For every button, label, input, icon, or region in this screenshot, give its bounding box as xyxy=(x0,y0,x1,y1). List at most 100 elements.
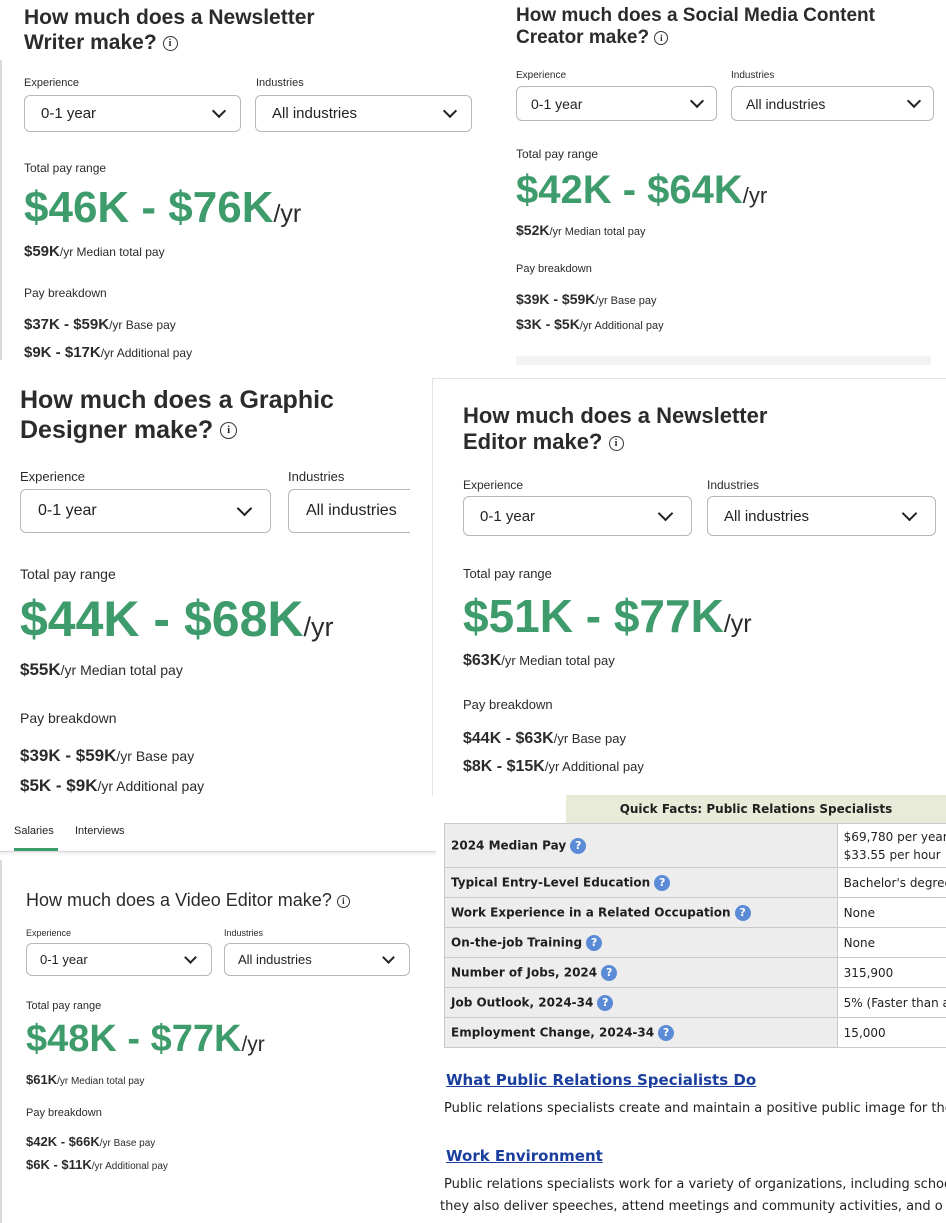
base-pay: $39K - $59K/yr Base pay xyxy=(20,746,195,765)
info-icon[interactable]: i xyxy=(220,422,238,440)
additional-pay: $9K - $17K/yr Additional pay xyxy=(24,344,193,361)
table-row: Work Experience in a Related Occupation?… xyxy=(444,897,946,928)
info-icon[interactable]: i xyxy=(336,894,350,908)
pay-range: $44K - $68K/yr xyxy=(20,591,334,647)
pay-breakdown-label: Pay breakdown xyxy=(24,286,107,300)
experience-label: Experience xyxy=(24,77,80,89)
industries-label: Industries xyxy=(707,478,760,492)
help-icon[interactable]: ? xyxy=(601,964,618,981)
table-row: Typical Entry-Level Education? Bachelor'… xyxy=(444,867,946,898)
work-environment-link[interactable]: Work Environment xyxy=(446,1147,603,1165)
tab-salaries[interactable]: Salaries xyxy=(14,825,58,851)
divider xyxy=(516,356,931,365)
social-media-panel: How much does a Social Media Content Cre… xyxy=(496,0,946,372)
total-pay-label: Total pay range xyxy=(516,147,599,161)
panel-title: How much does a Video Editor make? i xyxy=(26,890,350,911)
tab-underline xyxy=(14,848,58,851)
industries-label: Industries xyxy=(731,70,775,81)
pay-breakdown-label: Pay breakdown xyxy=(20,710,117,726)
experience-label: Experience xyxy=(463,478,524,492)
help-icon[interactable]: ? xyxy=(570,837,587,854)
base-pay: $42K - $66K/yr Base pay xyxy=(26,1134,156,1149)
median-pay: $59K/yr Median total pay xyxy=(24,243,165,260)
help-icon[interactable]: ? xyxy=(654,874,671,891)
chevron-down-icon xyxy=(382,951,395,964)
help-icon[interactable]: ? xyxy=(734,904,751,921)
industries-dropdown[interactable]: All industries xyxy=(707,496,936,536)
chevron-down-icon xyxy=(442,103,458,119)
median-pay: $55K/yr Median total pay xyxy=(20,660,183,679)
table-row: 2024 Median Pay? $69,780 per year $33.55 … xyxy=(444,823,946,868)
help-icon[interactable]: ? xyxy=(586,934,603,951)
chevron-down-icon xyxy=(901,505,918,522)
experience-dropdown[interactable]: 0-1 year xyxy=(26,943,212,976)
experience-label: Experience xyxy=(26,928,72,938)
experience-dropdown[interactable]: 0-1 year xyxy=(24,95,241,132)
panel-title: How much does a Newsletter Writer make? … xyxy=(24,6,315,54)
pay-range: $48K - $77K/yr xyxy=(26,1018,265,1060)
median-pay: $63K/yr Median total pay xyxy=(463,652,615,669)
base-pay: $44K - $63K/yr Base pay xyxy=(463,730,626,747)
info-icon[interactable]: i xyxy=(608,435,624,451)
experience-label: Experience xyxy=(20,469,86,484)
industries-label: Industries xyxy=(224,928,264,938)
video-editor-tabs-bar: Salaries Interviews xyxy=(0,808,436,852)
industries-label: Industries xyxy=(256,77,304,89)
total-pay-label: Total pay range xyxy=(20,566,116,582)
bls-quick-facts-panel: Quick Facts: Public Relations Specialist… xyxy=(436,795,946,1223)
chevron-down-icon xyxy=(184,951,197,964)
pay-breakdown-label: Pay breakdown xyxy=(463,697,553,712)
what-they-do-text: Public relations specialists create and … xyxy=(444,1101,946,1116)
graphic-designer-panel: How much does a Graphic Designer make? i… xyxy=(0,382,410,798)
chevron-down-icon xyxy=(236,500,253,517)
work-environment-text-2: they also deliver speeches, attend meeti… xyxy=(440,1199,943,1214)
additional-pay: $8K - $15K/yr Additional pay xyxy=(463,758,644,775)
experience-dropdown[interactable]: 0-1 year xyxy=(463,496,692,536)
industries-dropdown[interactable]: All industries xyxy=(224,943,410,976)
table-row: Job Outlook, 2024-34? 5% (Faster than av xyxy=(444,987,946,1018)
pay-range: $46K - $76K/yr xyxy=(24,183,302,232)
table-row: Employment Change, 2024-34? 15,000 xyxy=(444,1017,946,1048)
table-row: Number of Jobs, 2024? 315,900 xyxy=(444,957,946,988)
pay-range: $51K - $77K/yr xyxy=(463,590,752,642)
industries-dropdown[interactable]: All industries xyxy=(731,86,934,121)
tab-interviews[interactable]: Interviews xyxy=(75,825,125,837)
panel-title: How much does a Newsletter Editor make? … xyxy=(463,403,768,454)
left-edge-divider xyxy=(0,60,2,360)
quick-facts-heading: Quick Facts: Public Relations Specialist… xyxy=(566,795,946,823)
experience-label: Experience xyxy=(516,70,567,81)
industries-dropdown[interactable]: All industries xyxy=(288,489,410,533)
experience-dropdown[interactable]: 0-1 year xyxy=(516,86,717,121)
chevron-down-icon xyxy=(657,505,674,522)
help-icon[interactable]: ? xyxy=(597,994,614,1011)
table-row: On-the-job Training? None xyxy=(444,927,946,958)
info-icon[interactable]: i xyxy=(162,35,178,51)
newsletter-writer-panel: How much does a Newsletter Writer make? … xyxy=(0,0,490,372)
industries-label: Industries xyxy=(288,469,345,484)
panel-title: How much does a Graphic Designer make? i xyxy=(20,386,334,444)
video-editor-panel: How much does a Video Editor make? i Exp… xyxy=(0,862,436,1223)
newsletter-editor-panel: How much does a Newsletter Editor make? … xyxy=(432,378,946,796)
experience-dropdown[interactable]: 0-1 year xyxy=(20,489,271,533)
info-icon[interactable]: i xyxy=(654,31,669,46)
help-icon[interactable]: ? xyxy=(658,1024,675,1041)
total-pay-label: Total pay range xyxy=(26,1000,102,1012)
pay-breakdown-label: Pay breakdown xyxy=(516,263,592,275)
total-pay-label: Total pay range xyxy=(463,566,552,581)
median-pay: $61K/yr Median total pay xyxy=(26,1072,145,1087)
base-pay: $39K - $59K/yr Base pay xyxy=(516,291,657,307)
industries-dropdown[interactable]: All industries xyxy=(255,95,472,132)
total-pay-label: Total pay range xyxy=(24,161,107,175)
left-edge-divider xyxy=(0,860,2,1223)
work-environment-text: Public relations specialists work for a … xyxy=(444,1177,946,1192)
additional-pay: $5K - $9K/yr Additional pay xyxy=(20,776,205,795)
median-pay: $52K/yr Median total pay xyxy=(516,222,646,238)
what-they-do-link[interactable]: What Public Relations Specialists Do xyxy=(446,1071,757,1089)
panel-title: How much does a Social Media Content Cre… xyxy=(516,5,875,49)
additional-pay: $3K - $5K/yr Additional pay xyxy=(516,316,664,332)
additional-pay: $6K - $11K/yr Additional pay xyxy=(26,1157,168,1172)
chevron-down-icon xyxy=(906,93,922,109)
pay-breakdown-label: Pay breakdown xyxy=(26,1107,102,1119)
chevron-down-icon xyxy=(211,103,227,119)
chevron-down-icon xyxy=(689,93,705,109)
